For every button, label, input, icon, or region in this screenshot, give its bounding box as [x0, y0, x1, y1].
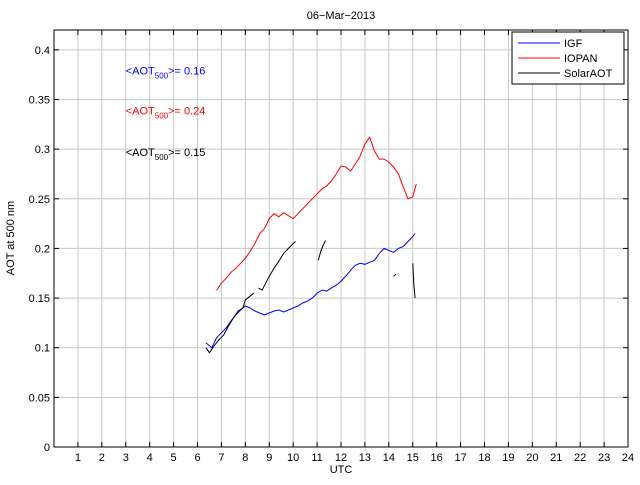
- legend-label: IOPAN: [564, 53, 597, 65]
- y-tick-label: 0.05: [29, 392, 50, 404]
- chart-title: 06−Mar−2013: [307, 10, 376, 22]
- mean-aot-annotation: <AOT500>= 0.24: [126, 105, 206, 120]
- y-tick-label: 0.2: [35, 243, 50, 255]
- x-tick-label: 20: [526, 452, 538, 464]
- x-tick-label: 24: [622, 452, 634, 464]
- annotation-subscript: 500: [155, 153, 169, 162]
- x-tick-label: 3: [123, 452, 129, 464]
- annotation-subscript: 500: [155, 111, 169, 120]
- annotation-prefix: <AOT: [126, 105, 155, 117]
- x-axis-label: UTC: [330, 464, 353, 476]
- x-tick-label: 2: [99, 452, 105, 464]
- x-tick-label: 17: [454, 452, 466, 464]
- annotation-suffix: >= 0.16: [168, 66, 205, 78]
- x-tick-label: 9: [266, 452, 272, 464]
- annotation-prefix: <AOT: [126, 147, 155, 159]
- mean-aot-annotation: <AOT500>= 0.15: [126, 147, 206, 162]
- annotation-suffix: >= 0.15: [168, 147, 205, 159]
- x-tick-label: 11: [311, 452, 322, 464]
- x-tick-label: 6: [194, 452, 200, 464]
- annotation-prefix: <AOT: [126, 66, 155, 78]
- series-line: [258, 241, 296, 291]
- series-solaraot: [205, 240, 416, 354]
- y-tick-label: 0.25: [29, 194, 50, 206]
- x-tick-label: 14: [383, 452, 395, 464]
- x-tick-label: 8: [242, 452, 248, 464]
- x-tick-label: 18: [478, 452, 490, 464]
- y-axis-label: AOT at 500 nm: [5, 201, 17, 275]
- series-line: [205, 292, 255, 354]
- series-iopan: [216, 136, 417, 291]
- x-tick-label: 16: [431, 452, 443, 464]
- series-line: [317, 240, 326, 261]
- x-tick-label: 15: [407, 452, 419, 464]
- series-line: [216, 136, 417, 291]
- y-tick-label: 0.35: [29, 95, 50, 107]
- x-tick-label: 21: [550, 452, 562, 464]
- legend: IGF IOPAN SolarAOT: [511, 31, 625, 85]
- x-tick-label: 23: [598, 452, 610, 464]
- y-tick-label: 0.3: [35, 144, 50, 156]
- axis-layer: 1 2 3 4 5 6 7 8 9 10 11 12 13 14 15 16 17 18 19 20 21 22 23 240…: [29, 30, 634, 464]
- x-tick-label: 22: [574, 452, 586, 464]
- annotation-suffix: >= 0.24: [168, 105, 205, 117]
- legend-label: IGF: [564, 38, 583, 50]
- y-tick-label: 0.4: [35, 45, 50, 57]
- y-tick-label: 0: [44, 442, 50, 454]
- series-layer: [205, 136, 417, 354]
- legend-label: SolarAOT: [564, 68, 613, 80]
- x-tick-label: 7: [218, 452, 224, 464]
- x-tick-label: 5: [171, 452, 177, 464]
- y-tick-label: 0.15: [29, 293, 50, 305]
- x-tick-label: 4: [147, 452, 153, 464]
- x-tick-label: 19: [502, 452, 514, 464]
- x-tick-label: 10: [287, 452, 299, 464]
- series-line: [393, 273, 397, 277]
- mean-aot-annotation: <AOT500>= 0.16: [126, 66, 206, 81]
- x-tick-label: 13: [359, 452, 371, 464]
- series-line: [412, 263, 416, 299]
- annotation-layer: <AOT500>= 0.16<AOT500>= 0.24<AOT500>= 0.…: [126, 66, 206, 162]
- annotation-subscript: 500: [155, 72, 169, 81]
- x-tick-label: 12: [335, 452, 347, 464]
- y-tick-label: 0.1: [35, 343, 50, 355]
- x-tick-label: 1: [75, 452, 81, 464]
